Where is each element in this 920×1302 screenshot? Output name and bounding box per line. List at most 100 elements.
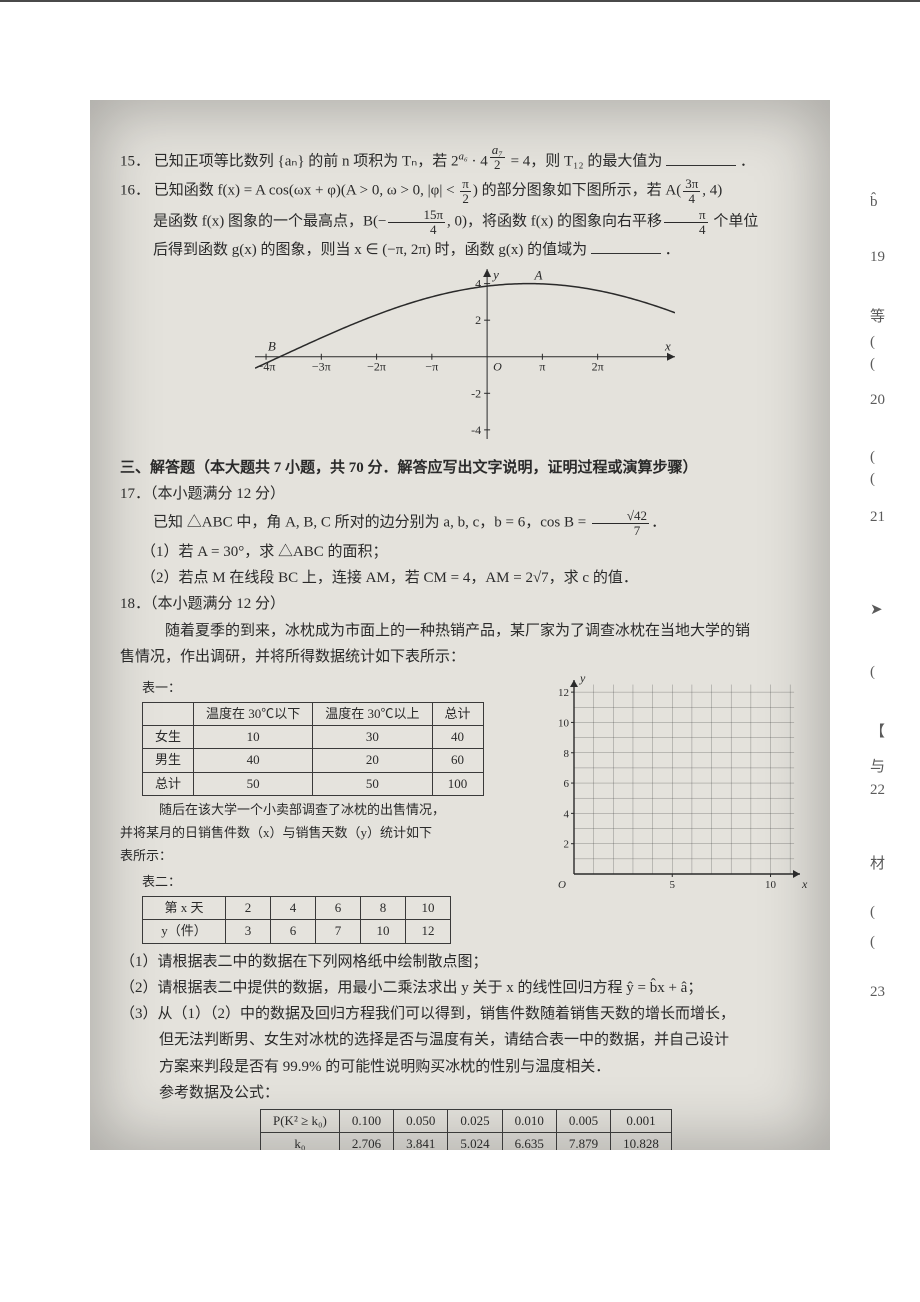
table2-cell: 6 [271, 920, 316, 943]
q15-text-a: 已知正项等比数列 {aₙ} 的前 n 项积为 Tₙ，若 2 [154, 154, 459, 170]
q17-given: 已知 △ABC 中，角 A, B, C 所对的边分别为 a, b, c，b = … [120, 509, 810, 537]
svg-text:O: O [558, 879, 566, 891]
table2-cell: 7 [316, 920, 361, 943]
table2-cell: 2 [226, 897, 271, 920]
q18-mid2: 并将某月的日销售件数（x）与销售天数（y）统计如下 [120, 823, 538, 843]
q15: 15． 已知正项等比数列 {aₙ} 的前 n 项积为 Tₙ，若 2a₆ · 4a… [120, 143, 810, 174]
edge-fragment: 22 [870, 778, 885, 802]
chi-label: P(K² ≥ k₀) [261, 1110, 340, 1133]
q18-intro1: 随着夏季的到来，冰枕成为市面上的一种热销产品，某厂家为了调查冰枕在当地大学的销 [120, 620, 810, 643]
table2-cell: 8 [361, 897, 406, 920]
q18-left: 表一： 温度在 30℃以下温度在 30℃以上总计女生103040男生402060… [120, 672, 538, 948]
table1-cell: 女生 [143, 726, 194, 749]
q18-mid3: 表所示： [120, 846, 538, 866]
q18-twocol: 表一： 温度在 30℃以下温度在 30℃以上总计女生103040男生402060… [120, 672, 810, 948]
chi-cell: 0.100 [339, 1110, 393, 1133]
q18-intro2: 售情况，作出调研，并将所得数据统计如下表所示： [120, 646, 810, 669]
table1: 温度在 30℃以下温度在 30℃以上总计女生103040男生402060总计50… [142, 702, 484, 796]
edge-fragment: 【 [870, 720, 885, 744]
section3-title: 三、解答题（本大题共 7 小题，共 70 分．解答应写出文字说明，证明过程或演算… [120, 457, 810, 480]
svg-text:−3π: −3π [312, 359, 331, 373]
edge-fragment: 与 [870, 755, 885, 779]
table1-cell: 50 [194, 772, 313, 795]
edge-fragment: 21 [870, 505, 885, 529]
table1-cell: 总计 [143, 772, 194, 795]
edge-fragment: ( [870, 467, 875, 491]
chi-cell: 0.025 [448, 1110, 502, 1133]
q18-head: 18．（本小题满分 12 分） [120, 593, 810, 616]
q16-graph: −4π−3π−2π−πOπ2π42-2-4ABxy [120, 269, 810, 447]
q16-num: 16． [120, 183, 150, 199]
table1-cell: 40 [432, 726, 483, 749]
table2-cell: 3 [226, 920, 271, 943]
chi-cell: 10.828 [611, 1133, 672, 1150]
svg-text:4: 4 [475, 276, 481, 290]
table1-header: 温度在 30℃以上 [313, 703, 432, 726]
table2: 第 x 天246810y（件）3671012 [142, 896, 451, 943]
q18-sub3b: 但无法判断男、女生对冰枕的选择是否与温度有关，请结合表一中的数据，并自己设计 [120, 1029, 810, 1052]
svg-text:O: O [493, 359, 502, 373]
table1-cell: 60 [432, 749, 483, 772]
q15-text-c: = 4，则 T₁₂ 的最大值为 [511, 154, 663, 170]
table1-cell: 10 [194, 726, 313, 749]
table1-cell: 40 [194, 749, 313, 772]
q18-sub3c: 方案来判段是否有 99.9% 的可能性说明购买冰枕的性别与温度相关． [120, 1056, 810, 1079]
svg-text:x: x [664, 338, 671, 353]
edge-fragment: 20 [870, 388, 885, 412]
q16-blank [591, 240, 661, 255]
svg-text:5: 5 [670, 879, 676, 891]
q16: 16． 已知函数 f(x) = A cos(ωx + φ)(A > 0, ω >… [120, 177, 810, 205]
q17-head: 17．（本小题满分 12 分） [120, 483, 810, 506]
chi-label: k₀ [261, 1133, 340, 1150]
edge-fragment: b̂ [870, 190, 878, 214]
q18-sub2: （2）请根据表二中提供的数据，用最小二乘法求出 y 关于 x 的线性回归方程 ŷ… [120, 977, 810, 1000]
svg-text:−2π: −2π [367, 359, 386, 373]
svg-text:2π: 2π [592, 359, 604, 373]
svg-text:10: 10 [765, 879, 777, 891]
edge-fragment: 材 [870, 852, 885, 876]
svg-text:π: π [539, 359, 545, 373]
svg-text:y: y [491, 269, 499, 282]
chi-cell: 0.010 [502, 1110, 556, 1133]
svg-text:8: 8 [564, 748, 570, 760]
chi-cell: 6.635 [502, 1133, 556, 1150]
chi-cell: 7.879 [556, 1133, 610, 1150]
svg-text:12: 12 [558, 687, 569, 699]
table2-cell: 12 [406, 920, 451, 943]
q18-grid: 24681012O510xy [550, 672, 810, 948]
q17-p2: （2）若点 M 在线段 BC 上，连接 AM，若 CM = 4，AM = 2√7… [120, 567, 810, 590]
svg-text:2: 2 [475, 313, 481, 327]
exam-page: 15． 已知正项等比数列 {aₙ} 的前 n 项积为 Tₙ，若 2a₆ · 4a… [90, 100, 830, 1150]
q15-blank [666, 151, 736, 166]
chi-cell: 0.005 [556, 1110, 610, 1133]
svg-text:6: 6 [564, 778, 570, 790]
chi-cell: 0.050 [394, 1110, 448, 1133]
table1-cell: 男生 [143, 749, 194, 772]
q18-ref: 参考数据及公式： [120, 1082, 810, 1105]
edge-fragment: ( [870, 900, 875, 924]
table2-cell: 10 [361, 920, 406, 943]
edge-fragment: 19 [870, 245, 885, 269]
chi-cell: 0.001 [611, 1110, 672, 1133]
next-page-edge: b̂19等((20((21➤(【与22材((23 [830, 100, 920, 1150]
edge-fragment: ( [870, 330, 875, 354]
q18-sub1: （1）请根据表二中的数据在下列网格纸中绘制散点图； [120, 951, 810, 974]
edge-fragment: ( [870, 660, 875, 684]
table1-cell: 20 [313, 749, 432, 772]
q17-p1: （1）若 A = 30°，求 △ABC 的面积； [120, 541, 810, 564]
svg-text:10: 10 [558, 717, 570, 729]
table1-label: 表一： [142, 678, 538, 698]
table1-header [143, 703, 194, 726]
edge-fragment: ( [870, 930, 875, 954]
svg-text:y: y [579, 672, 586, 685]
edge-fragment: 23 [870, 980, 885, 1004]
edge-fragment: ( [870, 445, 875, 469]
svg-text:x: x [801, 877, 808, 891]
table1-cell: 100 [432, 772, 483, 795]
q16-line3: 后得到函数 g(x) 的图象，则当 x ∈ (−π, 2π) 时，函数 g(x)… [120, 239, 810, 262]
table1-header: 总计 [432, 703, 483, 726]
q15-num: 15． [120, 154, 150, 170]
edge-fragment: ➤ [870, 598, 883, 622]
table2-label: 第 x 天 [143, 897, 226, 920]
edge-fragment: 等 [870, 305, 885, 329]
